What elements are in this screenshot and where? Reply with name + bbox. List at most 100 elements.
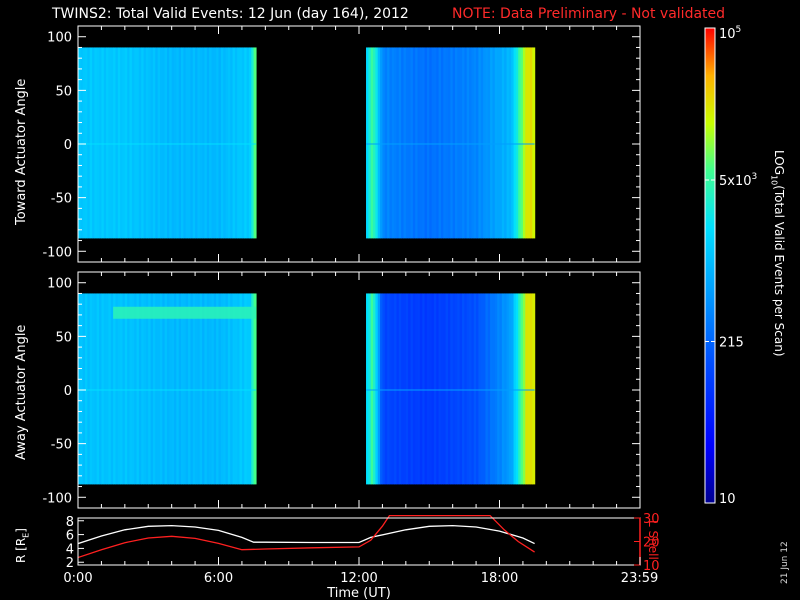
heatmap-cell <box>436 293 440 485</box>
heatmap-cell <box>143 293 147 485</box>
band-feature <box>113 306 256 319</box>
heatmap-cell <box>377 293 381 485</box>
heatmap-cell <box>127 293 131 485</box>
heatmap-cell <box>174 47 177 239</box>
heatmap-cell <box>89 293 93 485</box>
heatmap-cell <box>412 47 416 239</box>
heatmap-cell <box>237 47 241 239</box>
heatmap-cell <box>152 293 156 485</box>
heatmap-cell <box>141 47 145 239</box>
heatmap-cell <box>131 293 135 485</box>
heatmap-cell <box>380 47 384 239</box>
heatmap-cell <box>501 293 505 485</box>
heatmap-cell <box>251 47 255 239</box>
heatmap-cell <box>450 293 454 485</box>
heatmap-cell <box>433 47 437 239</box>
heatmap-cell <box>110 47 114 239</box>
heatmap-cell <box>469 47 472 239</box>
heatmap-cell <box>370 47 374 239</box>
heatmap-cell <box>155 47 159 239</box>
heatmap-cell <box>433 293 437 485</box>
heatmap-cell <box>473 293 477 485</box>
heatmap-cell <box>131 47 135 239</box>
heatmap-cell <box>78 47 81 239</box>
heatmap-cell <box>192 293 196 485</box>
colorbar-tick-label: 10 <box>719 492 736 507</box>
radius-tick-label: 4 <box>66 542 74 557</box>
heatmap-cell <box>211 47 215 239</box>
heatmap-cell <box>525 47 529 239</box>
heatmap-cell <box>494 47 498 239</box>
heatmap-cell <box>499 47 503 239</box>
heatmap-cell <box>183 293 187 485</box>
heatmap-cell <box>518 47 522 239</box>
x-tick-label: 18:00 <box>481 571 518 586</box>
heatmap-cell <box>373 293 376 485</box>
lshell-line <box>78 514 535 559</box>
heatmap-cell <box>511 47 515 239</box>
heatmap-cell <box>532 293 536 485</box>
heatmap-cell <box>469 293 472 485</box>
heatmap-cell <box>96 47 100 239</box>
heatmap-cell <box>134 293 138 485</box>
heatmap-cell <box>431 293 435 485</box>
heatmap-cell <box>429 47 433 239</box>
heatmap-cell <box>391 47 395 239</box>
heatmap-cell <box>431 47 435 239</box>
heatmap-cell <box>92 293 95 485</box>
heatmap-cell <box>401 47 405 239</box>
y-tick-label: 50 <box>55 84 72 99</box>
lshell-tick-label: 10 <box>643 559 660 574</box>
heatmap-cell <box>529 47 533 239</box>
heatmap-cell <box>401 293 405 485</box>
heatmap-cell <box>382 47 386 239</box>
heatmap-cell <box>152 47 156 239</box>
y-tick-label: 50 <box>55 330 72 345</box>
heatmap-cell <box>462 47 465 239</box>
heatmap-cell <box>232 293 236 485</box>
heatmap-cell <box>480 47 484 239</box>
heatmap-cell <box>150 293 154 485</box>
heatmap-cell <box>455 293 458 485</box>
heatmap-cell <box>438 293 442 485</box>
heatmap-cell <box>223 293 227 485</box>
heatmap-cell <box>178 293 182 485</box>
heatmap-cell <box>246 293 250 485</box>
heatmap-cell <box>415 47 419 239</box>
heatmap-cell <box>178 47 182 239</box>
heatmap-cell <box>78 293 81 485</box>
heatmap-cell <box>443 293 447 485</box>
heatmap-cell <box>375 47 379 239</box>
heatmap-cell <box>368 47 372 239</box>
x-tick-label: 23:59 <box>621 571 658 586</box>
heatmap-cell <box>188 47 191 239</box>
heatmap-cell <box>211 293 215 485</box>
lshell-tick-label: 20 <box>643 536 660 551</box>
chart-title: TWINS2: Total Valid Events: 12 Jun (day … <box>52 6 409 22</box>
heatmap-cell <box>375 293 379 485</box>
heatmap-cell <box>513 47 517 239</box>
heatmap-cell <box>159 293 163 485</box>
heatmap-cell <box>82 47 86 239</box>
heatmap-cell <box>457 293 461 485</box>
heatmap-cell <box>181 47 184 239</box>
lshell-label: L Shell <box>646 520 660 560</box>
heatmap-cell <box>223 47 227 239</box>
heatmap-cell <box>408 47 412 239</box>
heatmap-cell <box>513 293 517 485</box>
heatmap-cell <box>366 47 369 239</box>
heatmap-cell <box>110 293 114 485</box>
heatmap-cell <box>476 47 480 239</box>
heatmap-cell <box>138 293 142 485</box>
heatmap-cell <box>494 293 498 485</box>
heatmap-cell <box>157 47 161 239</box>
heatmap-cell <box>239 47 243 239</box>
heatmap-cell <box>99 47 103 239</box>
heatmap-cell <box>239 293 243 485</box>
heatmap-cell <box>387 293 391 485</box>
heatmap-cell <box>443 47 447 239</box>
heatmap-cell <box>176 293 180 485</box>
heatmap-cell <box>166 47 170 239</box>
heatmap-cell <box>181 293 184 485</box>
